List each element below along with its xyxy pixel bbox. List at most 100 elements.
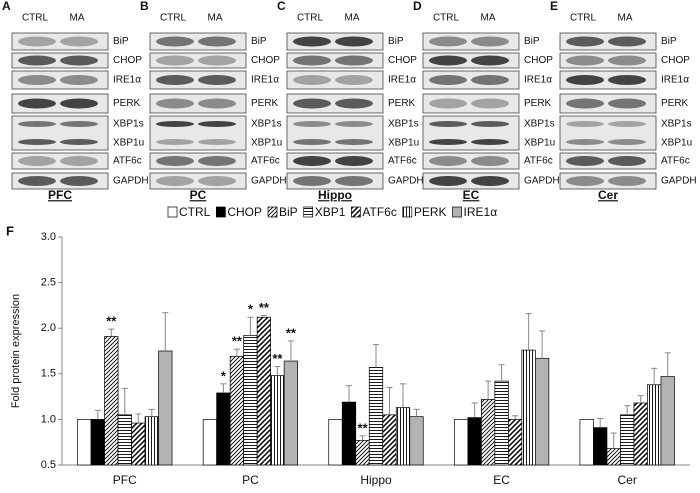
significance-label: ** <box>357 420 368 435</box>
blot-band <box>566 75 604 85</box>
error-bar <box>539 330 546 359</box>
blot-band <box>335 156 373 166</box>
blot-band <box>293 121 331 127</box>
protein-label: ATF6c <box>251 156 280 167</box>
bar <box>202 419 217 466</box>
blot-band <box>335 55 373 66</box>
error-bar <box>610 432 617 449</box>
blot-band <box>198 98 236 109</box>
error-bar <box>664 352 671 377</box>
blot-band <box>429 139 467 145</box>
blot-band <box>156 121 194 127</box>
error-bar <box>597 417 604 428</box>
blot-band <box>156 55 194 66</box>
bar <box>131 422 146 466</box>
error-bar <box>359 435 366 441</box>
y-tick-label: 1.5 <box>41 368 56 380</box>
lane-label: CTRL <box>433 13 460 24</box>
protein-label: XBP1s <box>388 119 419 130</box>
protein-label: PERK <box>524 98 552 109</box>
x-tick-label: Cer <box>618 473 637 487</box>
error-bar <box>637 395 644 403</box>
protein-label: ATF6c <box>113 156 142 167</box>
protein-label: XBP1s <box>661 119 692 130</box>
bar <box>229 356 244 466</box>
blot-strip <box>559 115 657 151</box>
blot-strip <box>149 115 247 151</box>
bar <box>395 407 411 466</box>
bar <box>467 417 482 466</box>
protein-label: IRE1α <box>388 75 416 86</box>
legend-label: IRE1α <box>464 205 498 219</box>
blot-band <box>335 139 373 145</box>
error-bar <box>121 387 128 415</box>
protein-label: XBP1u <box>251 138 282 149</box>
error-bar <box>108 328 115 337</box>
protein-label: IRE1α <box>524 75 552 86</box>
lane-label: CTRL <box>570 13 597 24</box>
blot-band <box>293 176 331 186</box>
region-label: Hippo <box>318 188 352 202</box>
protein-label: BiP <box>524 36 540 47</box>
y-tick-label: 1.0 <box>41 413 56 425</box>
blot-band <box>608 75 646 85</box>
error-bar <box>651 367 658 385</box>
protein-label: XBP1u <box>113 138 144 149</box>
protein-label: PERK <box>388 98 416 109</box>
blot-band <box>60 121 98 127</box>
blot-strip <box>11 32 109 51</box>
blot-band <box>471 121 509 127</box>
protein-label: CHOP <box>113 55 142 66</box>
error-bar <box>386 386 393 415</box>
y-tick-label: 2.0 <box>41 322 56 334</box>
panel-letter: F <box>6 223 14 238</box>
legend-swatch <box>215 206 226 218</box>
protein-label: XBP1u <box>524 138 555 149</box>
bar <box>660 376 675 466</box>
blot-band <box>566 176 604 186</box>
region-label: PC <box>190 188 207 202</box>
protein-label: PERK <box>251 98 279 109</box>
blot-band <box>608 36 646 47</box>
blot-band <box>293 156 331 166</box>
region-label: Cer <box>598 188 618 202</box>
blot-strip <box>11 152 109 170</box>
bar <box>579 419 594 466</box>
blot-strip <box>149 93 247 114</box>
protein-label: IRE1α <box>251 75 279 86</box>
bar <box>521 349 536 466</box>
significance-label: * <box>221 368 227 383</box>
legend-swatch <box>267 206 278 218</box>
blot-band <box>429 176 467 186</box>
panel-letter: D <box>413 0 422 13</box>
error-bar <box>400 383 406 408</box>
bar <box>481 398 496 466</box>
blot-band <box>60 98 98 109</box>
bar <box>104 336 119 466</box>
error-bar <box>135 413 142 424</box>
blot-band <box>566 36 604 47</box>
significance-label: ** <box>286 325 297 340</box>
legend-swatch <box>402 206 413 218</box>
significance-label: ** <box>232 334 243 349</box>
x-tick-label: PFC <box>113 473 137 487</box>
error-bar <box>373 344 379 368</box>
bar <box>158 350 173 466</box>
x-tick-label: PC <box>242 473 259 487</box>
error-bar <box>162 312 169 351</box>
bar <box>647 384 662 466</box>
blot-band <box>198 36 236 47</box>
protein-label: XBP1s <box>524 119 555 130</box>
panel-letter: A <box>2 0 11 13</box>
y-tick-label: 3.0 <box>41 231 56 243</box>
bar <box>382 414 397 466</box>
blot-band <box>608 139 646 145</box>
blot-band <box>60 156 98 166</box>
blot-band <box>335 176 373 186</box>
significance-label: * <box>248 302 254 317</box>
blot-band <box>608 156 646 166</box>
error-bar <box>148 408 155 417</box>
protein-label: CHOP <box>251 55 280 66</box>
bar <box>355 440 370 466</box>
blot-band <box>156 36 194 47</box>
